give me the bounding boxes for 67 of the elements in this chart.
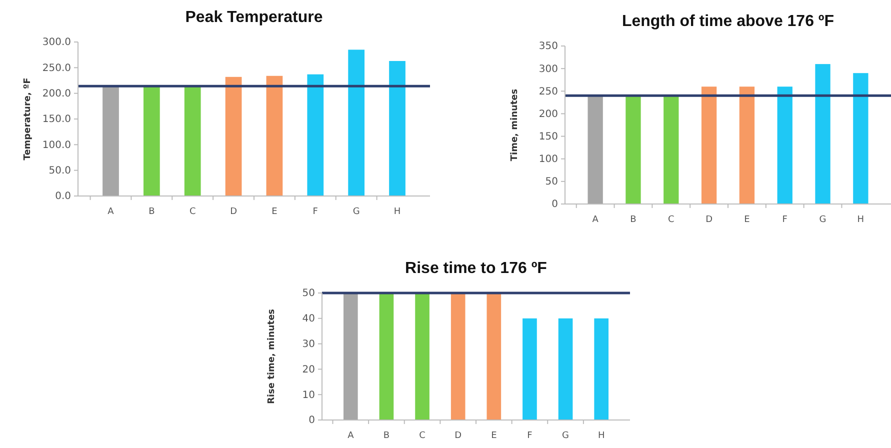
chart-title: Rise time to 176 ºF xyxy=(405,260,548,277)
bar xyxy=(815,64,830,204)
chart-title: Length of time above 176 ºF xyxy=(622,13,834,30)
y-axis-title: Rise time, minutes xyxy=(267,308,277,404)
x-tick-label: G xyxy=(352,207,360,217)
x-tick-label: A xyxy=(592,215,600,225)
y-tick-label: 40 xyxy=(302,314,315,325)
bar xyxy=(701,86,717,204)
x-tick-label: F xyxy=(527,431,532,441)
y-tick-label: 250 xyxy=(538,86,558,98)
bar xyxy=(184,86,201,196)
y-axis-title: Temperature, ºF xyxy=(23,78,33,160)
y-tick-label: 30 xyxy=(302,339,315,350)
x-tick-label: G xyxy=(819,215,826,225)
x-tick-label: C xyxy=(189,207,196,217)
x-tick-label: B xyxy=(630,215,636,225)
x-tick-label: E xyxy=(491,431,498,441)
y-tick-label: 0.0 xyxy=(55,191,71,202)
y-tick-label: 200 xyxy=(538,108,558,120)
y-tick-label: 10 xyxy=(302,390,315,401)
x-tick-label: E xyxy=(272,207,278,217)
y-tick-label: 200.0 xyxy=(42,88,71,100)
x-tick-label: H xyxy=(857,215,864,225)
x-tick-label: F xyxy=(312,207,318,217)
y-tick-label: 50 xyxy=(302,288,315,300)
y-tick-label: 50.0 xyxy=(48,166,71,177)
y-tick-label: 100.0 xyxy=(42,140,71,151)
y-tick-label: 0 xyxy=(308,415,315,426)
y-tick-label: 50 xyxy=(545,176,558,188)
bar xyxy=(626,96,641,204)
x-tick-label: H xyxy=(598,431,605,441)
y-tick-label: 250.0 xyxy=(42,62,71,74)
bar xyxy=(389,60,406,196)
x-tick-label: C xyxy=(668,215,674,225)
y-tick-label: 300 xyxy=(538,64,558,75)
y-tick-label: 100 xyxy=(538,154,558,166)
y-tick-label: 150 xyxy=(538,131,558,142)
bar xyxy=(102,86,119,196)
x-tick-label: D xyxy=(454,431,462,441)
bar xyxy=(225,76,242,196)
x-tick-label: G xyxy=(562,431,570,441)
x-tick-label: D xyxy=(230,207,238,217)
y-tick-label: 350 xyxy=(538,41,558,52)
x-tick-label: E xyxy=(744,215,750,225)
x-tick-label: C xyxy=(419,431,426,441)
bar xyxy=(853,73,868,204)
bar xyxy=(348,50,365,196)
x-tick-label: B xyxy=(148,207,155,217)
y-tick-label: 150.0 xyxy=(42,114,71,126)
bar xyxy=(143,86,160,196)
x-tick-label: A xyxy=(348,431,355,441)
bar xyxy=(307,74,324,196)
x-tick-label: F xyxy=(782,215,788,225)
bar xyxy=(588,96,603,204)
bar xyxy=(777,86,792,204)
x-tick-label: H xyxy=(394,207,401,217)
y-tick-label: 0 xyxy=(552,199,558,210)
bar xyxy=(739,86,755,204)
chart-title: Peak Temperature xyxy=(185,9,323,26)
bar xyxy=(664,96,679,204)
x-tick-label: D xyxy=(706,215,713,225)
y-tick-label: 20 xyxy=(302,364,315,376)
x-tick-label: A xyxy=(108,207,115,217)
x-tick-label: B xyxy=(383,431,390,441)
y-axis-title: Time, minutes xyxy=(510,88,520,162)
bar xyxy=(266,76,283,196)
y-tick-label: 300.0 xyxy=(42,37,71,48)
